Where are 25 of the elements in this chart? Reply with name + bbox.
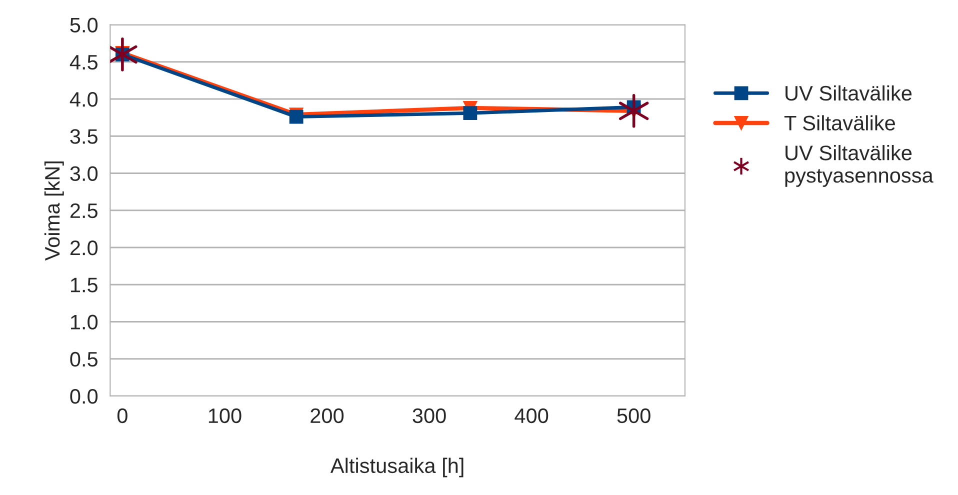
legend-label: T Siltavälike bbox=[784, 115, 895, 130]
x-tick-label: 300 bbox=[412, 408, 446, 424]
y-tick-label: 3.5 bbox=[70, 129, 98, 144]
y-axis-title: Voima [kN] bbox=[44, 161, 64, 261]
y-tick-label: 4.0 bbox=[70, 92, 98, 107]
point bbox=[463, 106, 478, 120]
point bbox=[618, 94, 649, 128]
x-axis-title: Altistusaika [h] bbox=[330, 458, 464, 478]
point bbox=[110, 38, 138, 72]
legend-label: UV Siltavälike bbox=[786, 85, 912, 101]
x-tick-label: 100 bbox=[208, 408, 242, 424]
x-tick-label: 400 bbox=[514, 408, 548, 424]
y-tick-label: 1.0 bbox=[70, 314, 98, 330]
y-tick-label: 0.5 bbox=[70, 352, 98, 367]
x-tick-label: 0 bbox=[117, 408, 128, 424]
y-tick-label: 1.5 bbox=[70, 278, 98, 292]
y-tick-label: 3.0 bbox=[70, 166, 98, 182]
y-tick-label: 2.0 bbox=[70, 240, 98, 256]
x-tick-label: 200 bbox=[310, 408, 344, 424]
y-tick-label: 2.5 bbox=[70, 203, 98, 218]
y-tick-label: 4.5 bbox=[70, 55, 98, 70]
y-tick-label: 5.0 bbox=[70, 18, 98, 33]
x-tick-label: 500 bbox=[617, 408, 650, 424]
legend-label: UV Siltavälike pystyasennossa bbox=[785, 145, 934, 187]
y-tick-label: 0.0 bbox=[70, 389, 98, 404]
